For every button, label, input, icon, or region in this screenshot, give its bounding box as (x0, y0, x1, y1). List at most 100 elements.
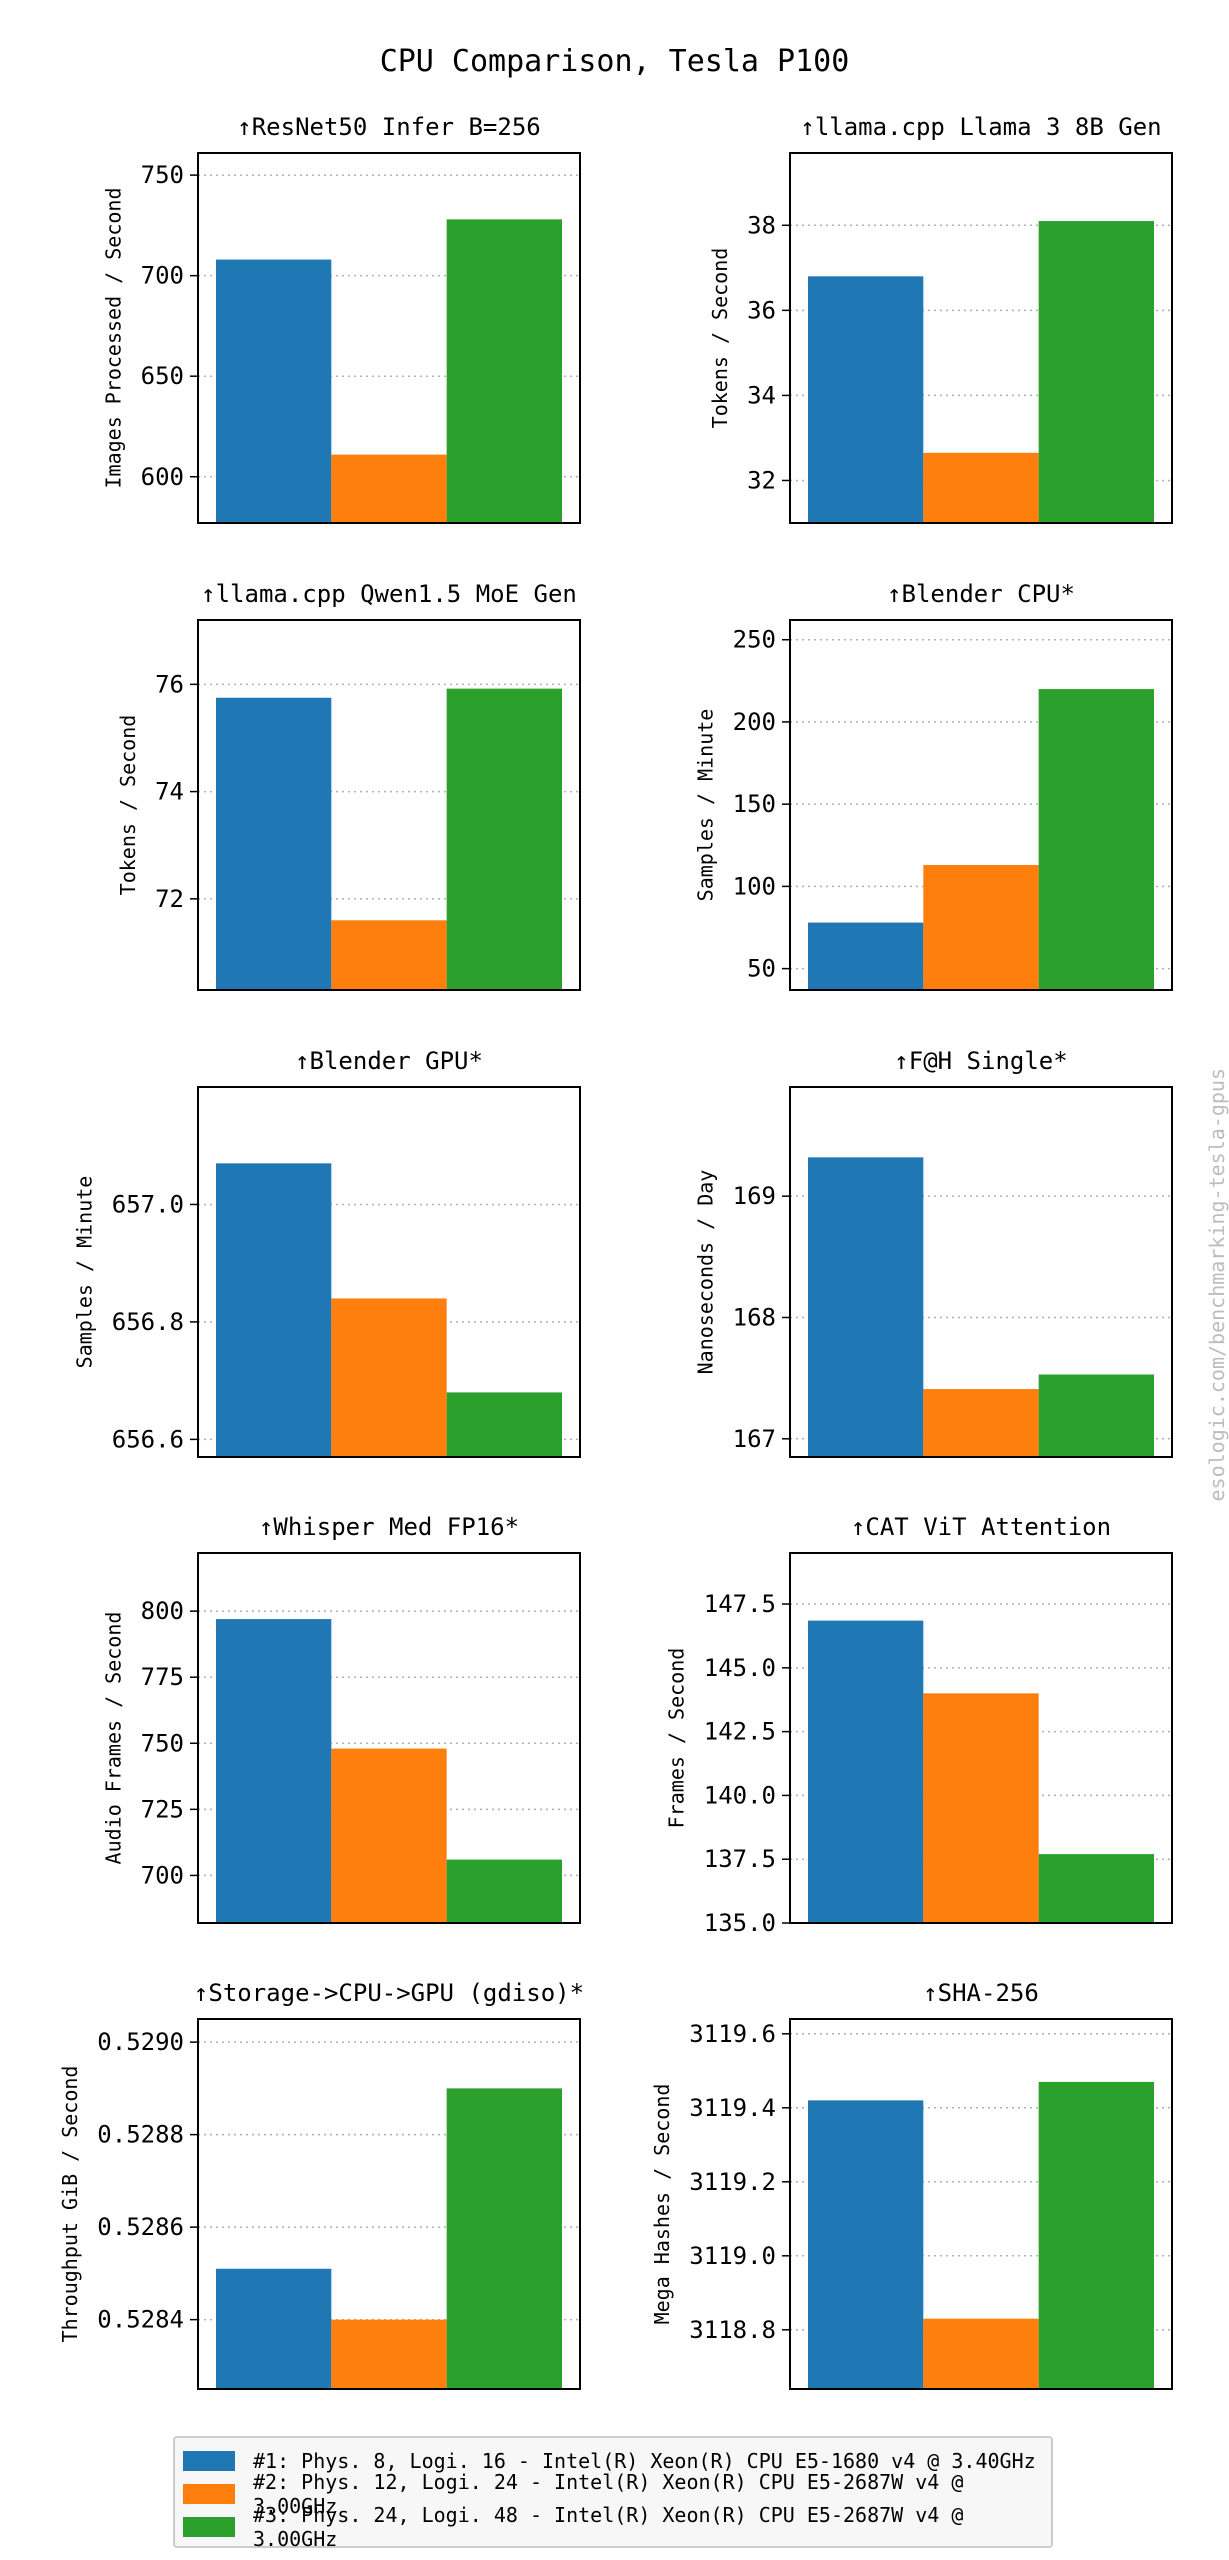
chart-3-ytick-label-3: 76 (155, 670, 184, 698)
legend-entry-3: #3: Phys. 24, Logi. 48 - Intel(R) Xeon(R… (183, 2503, 1051, 2551)
chart-10-ytick-label-1: 3118.8 (689, 2316, 776, 2344)
chart-6-bar-1 (808, 1157, 924, 1457)
chart-9-bar-1 (216, 2268, 332, 2389)
chart-9-axes-frame (197, 2018, 581, 2390)
chart-7-ytick-label-4: 775 (141, 1663, 184, 1691)
chart-9-title: ↑Storage->CPU->GPU (gdiso)* (194, 1979, 584, 2007)
chart-2-ytick-label-1: 32 (747, 466, 776, 494)
chart-6-ytick-label-1: 167 (733, 1425, 776, 1453)
chart-4-ytick-label-5: 250 (733, 626, 776, 654)
chart-1-bar-2 (331, 454, 447, 523)
chart-5-ytick-label-3: 657.0 (112, 1190, 184, 1218)
chart-6-bar-3 (1038, 1374, 1154, 1457)
chart-legend: #1: Phys. 8, Logi. 16 - Intel(R) Xeon(R)… (173, 2436, 1053, 2551)
chart-1-ytick-label-2: 650 (141, 362, 184, 390)
chart-1-axes-frame (197, 152, 581, 524)
chart-2-bar-1 (808, 276, 924, 523)
chart-2-title: ↑llama.cpp Llama 3 8B Gen (800, 113, 1161, 141)
chart-7-ytick-label-1: 700 (141, 1861, 184, 1889)
chart-8-ytick-label-4: 142.5 (704, 1718, 776, 1746)
chart-1-bar-3 (446, 219, 562, 523)
chart-10-bar-1 (808, 2100, 924, 2389)
chart-2-ytick-label-4: 38 (747, 211, 776, 239)
chart-8-ytick-label-6: 147.5 (704, 1590, 776, 1618)
chart-9-bar-2 (331, 2319, 447, 2389)
chart-9-bar-3 (446, 2088, 562, 2389)
chart-10-bar-3 (1038, 2081, 1154, 2389)
chart-4-ytick-label-1: 50 (747, 955, 776, 983)
chart-9-ytick-label-1: 0.5284 (97, 2306, 184, 2334)
chart-4-axes-frame (789, 619, 1173, 991)
chart-10-title: ↑SHA-256 (923, 1979, 1039, 2007)
legend-label-3: #3: Phys. 24, Logi. 48 - Intel(R) Xeon(R… (253, 2502, 964, 2551)
chart-3-ytick-label-2: 74 (155, 778, 184, 806)
figure-title: CPU Comparison, Tesla P100 (379, 44, 850, 79)
chart-7-ytick-label-5: 800 (141, 1597, 184, 1625)
chart-4-ylabel: Samples / Minute (694, 709, 718, 902)
chart-10-ytick-label-2: 3119.0 (689, 2242, 776, 2270)
chart-6-ytick-label-3: 169 (733, 1182, 776, 1210)
legend-entry-1: #1: Phys. 8, Logi. 16 - Intel(R) Xeon(R)… (183, 2444, 1051, 2477)
chart-6-bar-2 (923, 1389, 1039, 1457)
chart-3-ylabel: Tokens / Second (116, 715, 140, 896)
chart-8-ytick-label-2: 137.5 (704, 1845, 776, 1873)
chart-10-bar-2 (923, 2318, 1039, 2389)
legend-label-1: #1: Phys. 8, Logi. 16 - Intel(R) Xeon(R)… (253, 2448, 1036, 2473)
legend-swatch-1 (183, 2450, 235, 2471)
chart-10-axes-frame (789, 2018, 1173, 2390)
chart-10-ylabel: Mega Hashes / Second (650, 2084, 674, 2325)
chart-9-ytick-label-4: 0.5290 (97, 2028, 184, 2056)
legend-swatch-3 (183, 2516, 235, 2537)
chart-1-bar-1 (216, 259, 332, 523)
chart-3-ytick-label-1: 72 (155, 885, 184, 913)
chart-10-ytick-label-5: 3119.6 (689, 2020, 776, 2048)
chart-7-ytick-label-2: 725 (141, 1795, 184, 1823)
chart-8-ytick-label-1: 135.0 (704, 1909, 776, 1937)
chart-4-bar-3 (1038, 689, 1154, 990)
chart-10-ytick-label-3: 3119.2 (689, 2168, 776, 2196)
chart-1-title: ↑ResNet50 Infer B=256 (237, 113, 540, 141)
chart-2-bar-2 (923, 452, 1039, 523)
chart-5-bar-1 (216, 1163, 332, 1457)
chart-2-ytick-label-2: 34 (747, 381, 776, 409)
chart-8-bar-1 (808, 1620, 924, 1923)
legend-entry-2: #2: Phys. 12, Logi. 24 - Intel(R) Xeon(R… (183, 2470, 1051, 2518)
chart-6-ylabel: Nanoseconds / Day (694, 1170, 718, 1375)
chart-2-ytick-label-3: 36 (747, 296, 776, 324)
chart-6-ytick-label-2: 168 (733, 1303, 776, 1331)
chart-6-title: ↑F@H Single* (894, 1047, 1067, 1075)
chart-8-bar-2 (923, 1693, 1039, 1923)
chart-5-bar-3 (446, 1392, 562, 1457)
watermark-text: esologic.com/benchmarking-tesla-gpus (1205, 1068, 1229, 1502)
chart-6-axes-frame (789, 1086, 1173, 1458)
chart-1-ytick-label-4: 750 (141, 161, 184, 189)
chart-1-ytick-label-3: 700 (141, 262, 184, 290)
chart-1-ylabel: Images Processed / Second (102, 187, 126, 488)
legend-swatch-2 (183, 2483, 235, 2504)
chart-3-axes-frame (197, 619, 581, 991)
chart-5-ytick-label-1: 656.6 (112, 1425, 184, 1453)
chart-9-ylabel: Throughput GiB / Second (58, 2066, 82, 2343)
chart-5-ytick-label-2: 656.8 (112, 1308, 184, 1336)
chart-2-axes-frame (789, 152, 1173, 524)
chart-7-bar-3 (446, 1859, 562, 1923)
chart-2-ylabel: Tokens / Second (708, 248, 732, 429)
chart-7-bar-2 (331, 1748, 447, 1923)
chart-4-ytick-label-4: 200 (733, 708, 776, 736)
chart-8-ytick-label-5: 145.0 (704, 1654, 776, 1682)
chart-5-bar-2 (331, 1298, 447, 1457)
chart-5-title: ↑Blender GPU* (295, 1047, 483, 1075)
chart-3-bar-1 (216, 697, 332, 990)
chart-1-ytick-label-1: 600 (141, 463, 184, 491)
chart-5-axes-frame (197, 1086, 581, 1458)
chart-2-bar-3 (1038, 221, 1154, 524)
chart-4-ytick-label-3: 150 (733, 790, 776, 818)
chart-8-ytick-label-3: 140.0 (704, 1781, 776, 1809)
chart-7-bar-1 (216, 1619, 332, 1923)
chart-3-title: ↑llama.cpp Qwen1.5 MoE Gen (201, 580, 577, 608)
chart-4-bar-2 (923, 865, 1039, 990)
chart-9-ytick-label-3: 0.5288 (97, 2121, 184, 2149)
chart-7-ylabel: Audio Frames / Second (102, 1612, 126, 1865)
chart-8-title: ↑CAT ViT Attention (851, 1513, 1111, 1541)
